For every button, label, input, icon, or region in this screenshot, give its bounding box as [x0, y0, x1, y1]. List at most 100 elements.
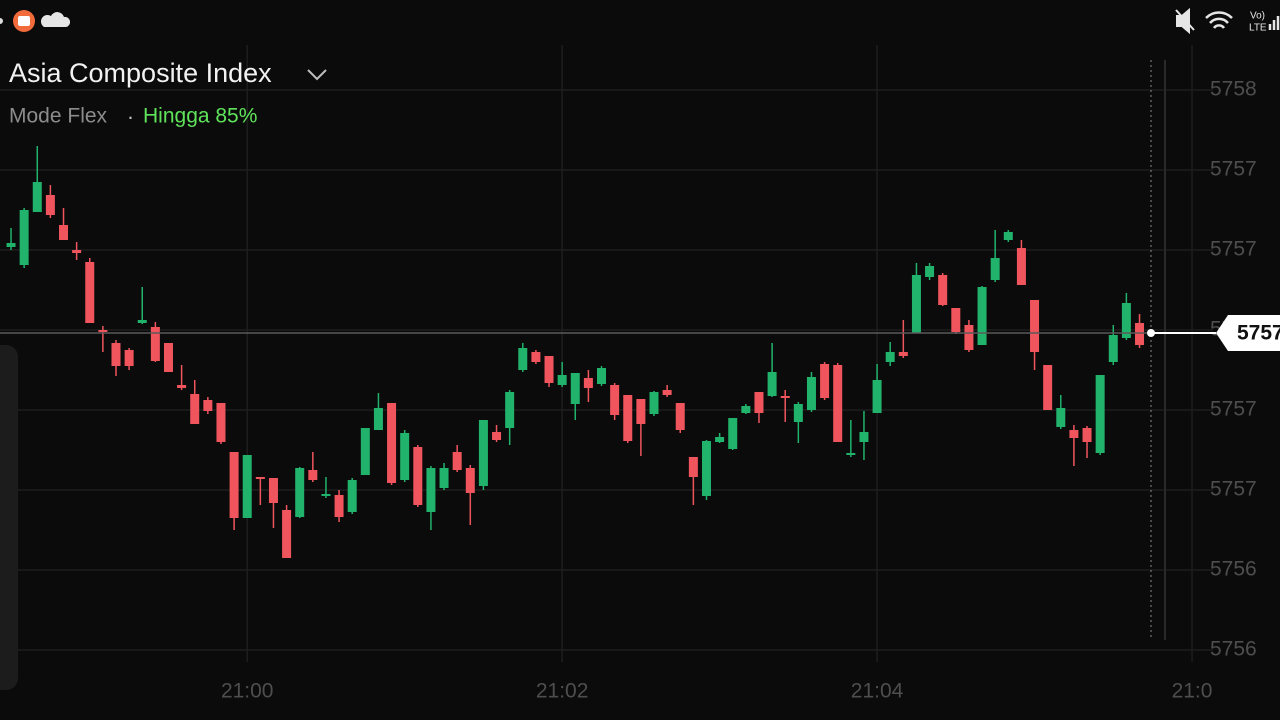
candle-body — [859, 432, 869, 442]
candle-body — [190, 394, 200, 424]
signal-icon — [1268, 16, 1280, 30]
candle-body — [439, 468, 449, 488]
y-tick-label: 5756 — [1210, 638, 1257, 661]
cloud-icon — [40, 12, 71, 27]
candle-body — [767, 372, 777, 396]
candle-body — [1069, 430, 1079, 438]
candle-body — [6, 243, 16, 247]
candle-body — [1016, 248, 1026, 285]
candle-body — [557, 375, 567, 385]
candle-body — [833, 365, 843, 442]
candle-body — [426, 468, 436, 512]
candle-body — [19, 210, 29, 265]
candle-body — [583, 378, 593, 388]
candle-body — [728, 418, 738, 449]
candle-body — [544, 356, 554, 383]
candle-body — [45, 195, 55, 215]
candle-body — [623, 395, 633, 441]
candle-body — [1135, 323, 1145, 345]
y-tick-label: 5756 — [1210, 558, 1257, 581]
last-price-dot — [1147, 329, 1155, 337]
candle-body — [255, 477, 265, 479]
instrument-title[interactable]: Asia Composite Index — [9, 58, 272, 88]
candle-body — [1095, 375, 1105, 453]
last-price-badge — [1216, 315, 1280, 351]
candle-body — [1043, 365, 1053, 410]
candle-body — [400, 433, 410, 480]
y-tick-label: 5757 — [1210, 478, 1257, 501]
candle-body — [295, 468, 305, 517]
candle-body — [59, 225, 69, 240]
candle-body — [610, 385, 620, 415]
x-tick-label: 21:04 — [851, 680, 904, 703]
candle-body — [1108, 335, 1118, 362]
candle-body — [820, 364, 830, 398]
candle-body — [846, 453, 856, 455]
candle-body — [373, 408, 383, 430]
candle-body — [203, 400, 213, 411]
y-tick-label: 5758 — [1210, 78, 1257, 101]
last-price-label: 5757 — [1237, 322, 1280, 345]
separator: · — [127, 106, 134, 129]
candle-body — [334, 495, 344, 517]
candle-body — [885, 352, 895, 362]
candle-body — [465, 468, 475, 493]
candle-body — [938, 275, 948, 305]
candle-body — [662, 390, 672, 395]
candle-body — [163, 343, 173, 372]
candle-body — [597, 368, 607, 384]
y-tick-label: 5757 — [1210, 398, 1257, 421]
limit-label: Hingga 85% — [143, 105, 257, 128]
x-tick-label: 21:0 — [1172, 680, 1213, 703]
candle-body — [898, 352, 908, 356]
candle-body — [177, 385, 187, 388]
candle-body — [413, 447, 423, 505]
candle-body — [321, 494, 331, 496]
candle-body — [990, 258, 1000, 280]
candle-body — [977, 287, 987, 345]
network-label: LTE — [1249, 23, 1267, 34]
candle-body — [780, 396, 790, 398]
candle-body — [715, 437, 725, 442]
x-tick-label: 21:02 — [536, 680, 589, 703]
candle-body — [688, 457, 698, 477]
candle-body — [150, 327, 160, 361]
candle-body — [347, 480, 357, 512]
wifi-icon — [1205, 11, 1233, 29]
candle-body — [216, 403, 226, 442]
candle-body — [72, 250, 82, 253]
candle-body — [492, 432, 502, 440]
candle-body — [741, 406, 751, 413]
candle-body — [806, 377, 816, 410]
candle-body — [1056, 408, 1066, 427]
candle-body — [505, 392, 515, 428]
candle-body — [452, 452, 462, 470]
candle-body — [1121, 303, 1131, 338]
app-icon-glyph — [18, 16, 30, 26]
mode-label: Mode Flex — [9, 105, 108, 128]
y-tick-label: 5757 — [1210, 238, 1257, 261]
candle-body — [242, 455, 252, 518]
volte-label: Vo) — [1250, 11, 1265, 22]
candle-body — [124, 350, 134, 366]
status-dot — [0, 18, 3, 24]
candle-body — [387, 403, 397, 483]
candle-body — [518, 348, 528, 370]
candle-body — [636, 399, 646, 424]
dropdown-chevron[interactable] — [307, 69, 327, 81]
candle-body — [675, 403, 685, 430]
candle-body — [649, 392, 659, 414]
candle-body — [282, 510, 292, 558]
candle-body — [1082, 428, 1092, 442]
candle-body — [701, 441, 711, 496]
mute-icon — [1175, 7, 1195, 35]
candle-body — [308, 470, 318, 480]
candle-body — [360, 428, 370, 475]
candle-body — [111, 343, 121, 366]
candle-body — [964, 325, 974, 350]
side-panel[interactable] — [0, 345, 18, 690]
candle-body — [32, 182, 42, 212]
candle-body — [478, 420, 488, 486]
